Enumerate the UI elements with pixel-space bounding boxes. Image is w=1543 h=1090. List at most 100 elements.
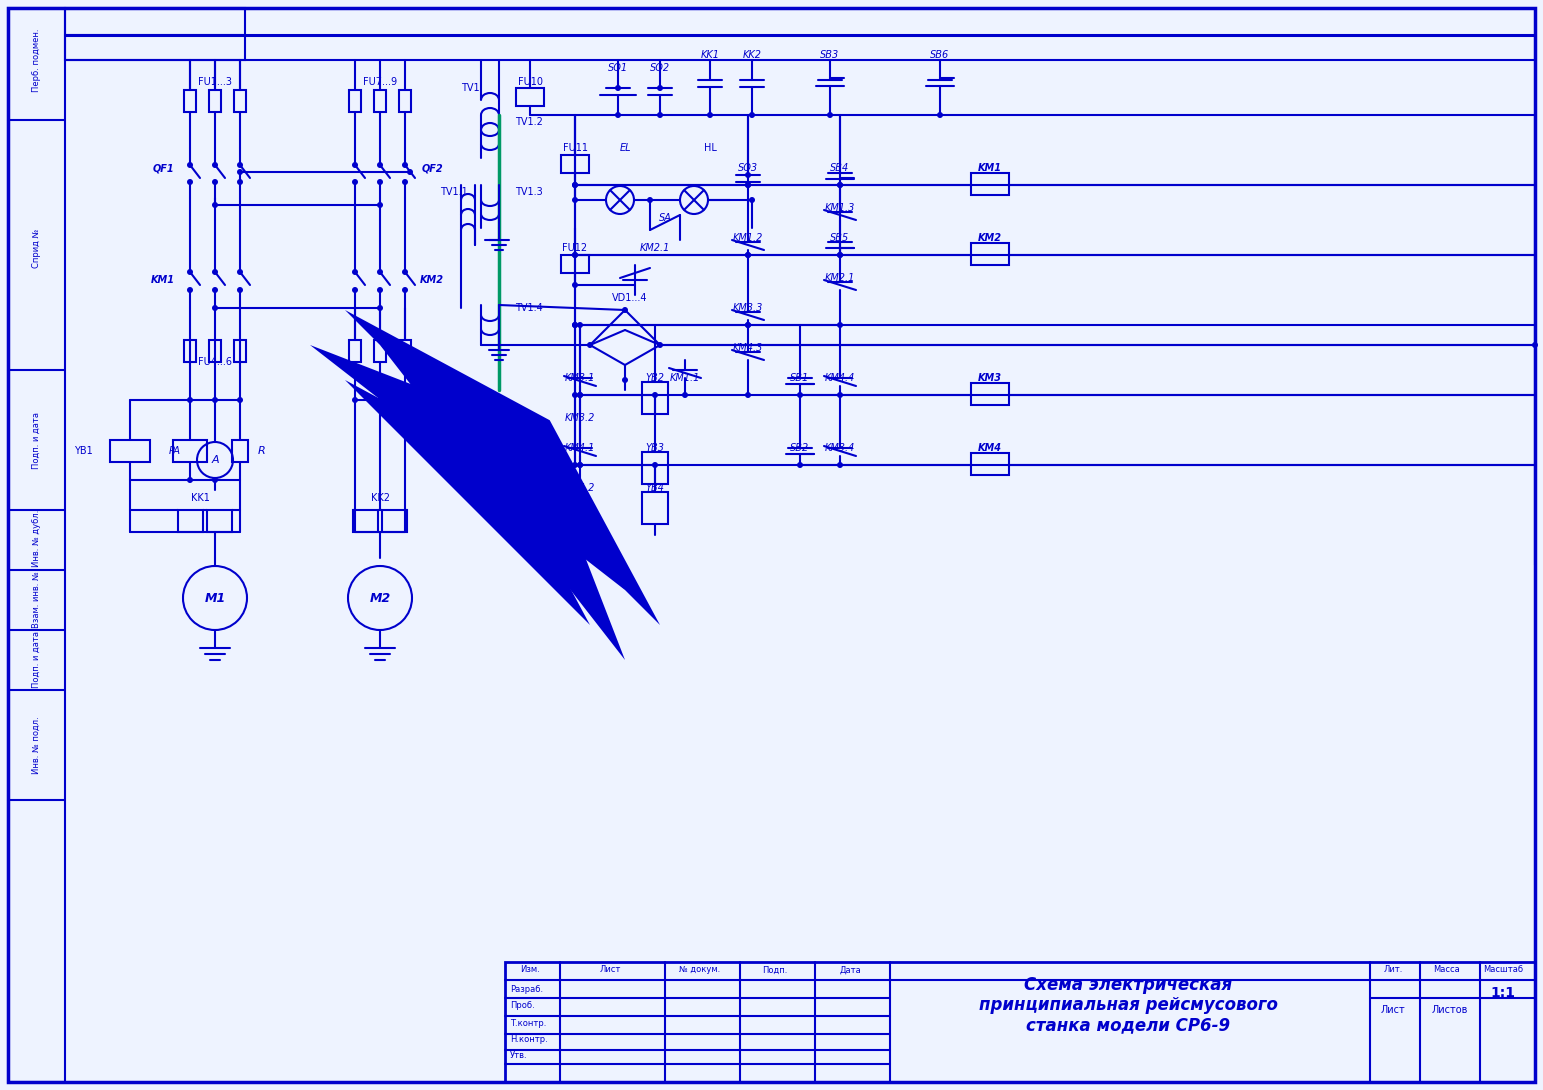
Circle shape [211,287,218,293]
Circle shape [187,269,193,275]
Text: YB2: YB2 [645,373,665,383]
Circle shape [577,462,583,468]
Circle shape [682,392,688,398]
Text: FU11: FU11 [563,143,588,153]
Circle shape [403,269,407,275]
Circle shape [745,182,751,187]
Bar [400,90,410,112]
Polygon shape [346,310,660,625]
Text: Н.контр.: Н.контр. [511,1036,548,1044]
Text: TV1.4: TV1.4 [515,303,543,313]
Text: HL: HL [704,143,716,153]
Circle shape [187,162,193,168]
Text: Взам. инв. №: Взам. инв. № [31,571,40,628]
Circle shape [572,282,579,288]
Text: принципиальная рейсмусового: принципиальная рейсмусового [978,996,1278,1014]
Text: TV1.3: TV1.3 [515,187,543,197]
Text: Перб. подмен.: Перб. подмен. [31,28,40,92]
Bar [971,173,1009,195]
Bar [235,90,245,112]
Text: KM1.2: KM1.2 [733,233,764,243]
Circle shape [745,182,751,187]
Circle shape [653,392,657,398]
Text: Инв. № подл.: Инв. № подл. [31,716,40,774]
Circle shape [376,287,383,293]
Circle shape [211,202,218,208]
Circle shape [376,269,383,275]
Circle shape [238,397,242,403]
Text: Лит.: Лит. [1384,966,1403,974]
Circle shape [836,462,842,468]
Circle shape [376,202,383,208]
Circle shape [403,397,407,403]
Text: VD1...4: VD1...4 [613,293,648,303]
Bar [235,340,245,362]
Circle shape [572,392,579,398]
Text: Дата: Дата [839,966,861,974]
Circle shape [616,85,620,90]
Bar [562,255,589,272]
Bar [515,88,545,106]
Bar [207,510,231,532]
Bar [349,90,361,112]
Circle shape [577,392,583,398]
Text: FU12: FU12 [563,243,588,253]
Text: KM3.1: KM3.1 [565,373,596,383]
Polygon shape [380,346,625,661]
Bar [373,90,386,112]
Bar [971,243,1009,265]
Circle shape [836,182,842,187]
Circle shape [707,112,713,118]
Text: Проб.: Проб. [511,1002,535,1010]
Text: SB3: SB3 [821,50,839,60]
Text: KM4.2: KM4.2 [565,483,596,493]
Bar [642,452,668,484]
Text: FU4...6: FU4...6 [198,358,231,367]
Circle shape [407,169,414,175]
Text: Сприд №: Сприд № [31,229,40,268]
Circle shape [187,287,193,293]
Text: M2: M2 [369,592,390,605]
Text: Утв.: Утв. [511,1051,528,1059]
Circle shape [745,252,751,258]
Circle shape [586,342,593,348]
Circle shape [238,169,242,175]
Text: TV1.2: TV1.2 [515,117,543,128]
Circle shape [577,462,583,468]
Circle shape [572,182,579,187]
Circle shape [187,397,193,403]
Text: YB1: YB1 [74,446,93,456]
Circle shape [572,182,579,187]
Bar [971,453,1009,475]
Bar [971,383,1009,405]
Circle shape [745,322,751,328]
Circle shape [836,252,842,258]
Circle shape [836,182,842,187]
Text: SA: SA [659,213,671,223]
Circle shape [376,162,383,168]
Bar [353,510,378,532]
Circle shape [187,179,193,185]
Circle shape [376,397,383,403]
Text: M1: M1 [204,592,225,605]
Polygon shape [346,380,589,625]
Text: KM1: KM1 [978,164,1001,173]
Text: YB4: YB4 [645,483,665,493]
Text: Схема электрическая: Схема электрическая [1025,976,1231,994]
Text: SQ1: SQ1 [608,63,628,73]
Bar [231,440,248,462]
Text: KM3.4: KM3.4 [826,443,855,453]
Text: Лист: Лист [599,966,620,974]
Circle shape [352,179,358,185]
Text: 1:1: 1:1 [1491,986,1515,1000]
Text: FU1...3: FU1...3 [198,77,231,87]
Text: PA: PA [170,446,181,456]
Circle shape [238,162,242,168]
Text: SB5: SB5 [830,233,850,243]
Circle shape [577,392,583,398]
Bar [642,382,668,414]
Text: KK2: KK2 [742,50,762,60]
Polygon shape [310,346,625,590]
Text: Лист: Лист [1381,1005,1406,1015]
Bar [505,962,1535,1082]
